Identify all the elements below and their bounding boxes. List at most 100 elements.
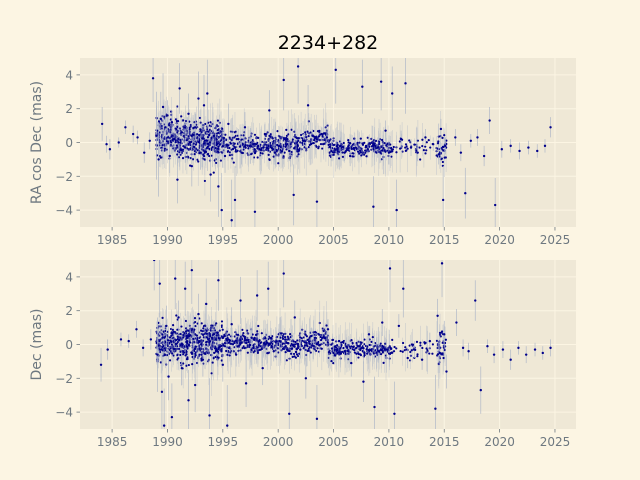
data-point bbox=[240, 341, 243, 344]
data-point bbox=[106, 348, 109, 351]
data-point bbox=[228, 154, 232, 157]
data-point bbox=[283, 137, 286, 141]
data-point bbox=[253, 152, 257, 155]
data-point bbox=[180, 115, 183, 118]
data-point bbox=[241, 346, 244, 350]
data-point bbox=[280, 332, 283, 335]
data-point bbox=[220, 349, 223, 352]
data-point bbox=[424, 145, 427, 148]
data-point bbox=[343, 151, 346, 154]
data-point bbox=[301, 141, 304, 145]
data-point bbox=[197, 160, 200, 163]
data-point bbox=[351, 143, 355, 146]
data-point bbox=[308, 342, 311, 345]
data-point bbox=[337, 157, 341, 160]
data-point bbox=[223, 333, 226, 336]
data-point bbox=[377, 142, 381, 146]
data-point bbox=[373, 144, 376, 147]
data-point bbox=[179, 344, 182, 347]
data-point bbox=[170, 334, 173, 337]
data-point bbox=[148, 139, 151, 143]
data-point bbox=[422, 149, 425, 152]
data-point bbox=[260, 148, 263, 151]
data-point bbox=[384, 129, 387, 132]
data-point bbox=[254, 333, 258, 336]
data-point bbox=[296, 65, 300, 68]
data-point bbox=[270, 147, 273, 150]
data-point bbox=[197, 133, 201, 137]
data-point bbox=[161, 105, 165, 109]
data-point bbox=[304, 377, 308, 380]
data-point bbox=[310, 334, 313, 338]
data-point bbox=[205, 128, 209, 131]
data-point bbox=[230, 219, 233, 222]
data-point bbox=[343, 350, 346, 353]
data-point bbox=[177, 316, 180, 319]
data-point bbox=[342, 141, 345, 145]
data-point bbox=[300, 133, 303, 137]
data-point bbox=[250, 145, 253, 148]
data-point bbox=[206, 136, 210, 139]
data-point bbox=[241, 328, 244, 331]
data-point bbox=[294, 340, 297, 344]
data-point bbox=[184, 319, 187, 323]
data-point bbox=[207, 338, 210, 341]
data-point bbox=[193, 383, 197, 387]
data-point bbox=[220, 138, 223, 142]
data-point bbox=[277, 351, 280, 354]
data-point bbox=[374, 139, 378, 143]
data-point bbox=[302, 347, 305, 350]
data-point bbox=[169, 118, 172, 121]
data-point bbox=[253, 210, 257, 213]
data-point bbox=[381, 321, 384, 324]
data-point bbox=[373, 405, 376, 409]
data-point bbox=[284, 345, 287, 348]
data-point bbox=[172, 137, 176, 141]
data-point bbox=[221, 145, 224, 148]
data-point bbox=[143, 151, 146, 154]
data-point bbox=[175, 342, 178, 346]
data-point bbox=[205, 139, 208, 142]
data-point bbox=[317, 147, 320, 150]
data-point bbox=[208, 335, 212, 338]
data-point bbox=[208, 141, 212, 144]
data-point bbox=[286, 138, 289, 141]
data-point bbox=[443, 156, 446, 159]
y-tick-label: 2 bbox=[65, 102, 73, 116]
data-point bbox=[314, 144, 317, 147]
data-point bbox=[231, 343, 235, 346]
data-point bbox=[171, 352, 174, 355]
data-point bbox=[199, 151, 202, 154]
data-point bbox=[208, 147, 211, 150]
data-point bbox=[380, 345, 383, 348]
x-tick-label: 1995 bbox=[208, 233, 239, 247]
data-point bbox=[285, 128, 288, 131]
data-point bbox=[243, 145, 246, 148]
data-point bbox=[395, 347, 398, 350]
data-point bbox=[427, 139, 430, 142]
data-point bbox=[326, 341, 329, 344]
data-point bbox=[160, 146, 164, 149]
data-point bbox=[217, 145, 220, 148]
data-point bbox=[360, 341, 363, 344]
data-point bbox=[183, 287, 187, 290]
data-point bbox=[170, 343, 173, 346]
data-point bbox=[204, 122, 207, 126]
data-point bbox=[207, 152, 210, 156]
data-point bbox=[267, 287, 270, 290]
data-point bbox=[438, 331, 442, 335]
data-point bbox=[391, 150, 394, 153]
data-point bbox=[163, 347, 166, 350]
data-point bbox=[216, 119, 220, 122]
data-point bbox=[226, 144, 229, 147]
data-point bbox=[421, 144, 424, 148]
data-point bbox=[232, 161, 235, 164]
data-point bbox=[278, 339, 281, 343]
data-point bbox=[269, 342, 272, 345]
data-point bbox=[189, 123, 192, 127]
data-point bbox=[236, 345, 239, 348]
data-point bbox=[327, 350, 331, 354]
data-point bbox=[160, 390, 164, 394]
data-point bbox=[202, 104, 206, 107]
data-point bbox=[318, 321, 321, 325]
